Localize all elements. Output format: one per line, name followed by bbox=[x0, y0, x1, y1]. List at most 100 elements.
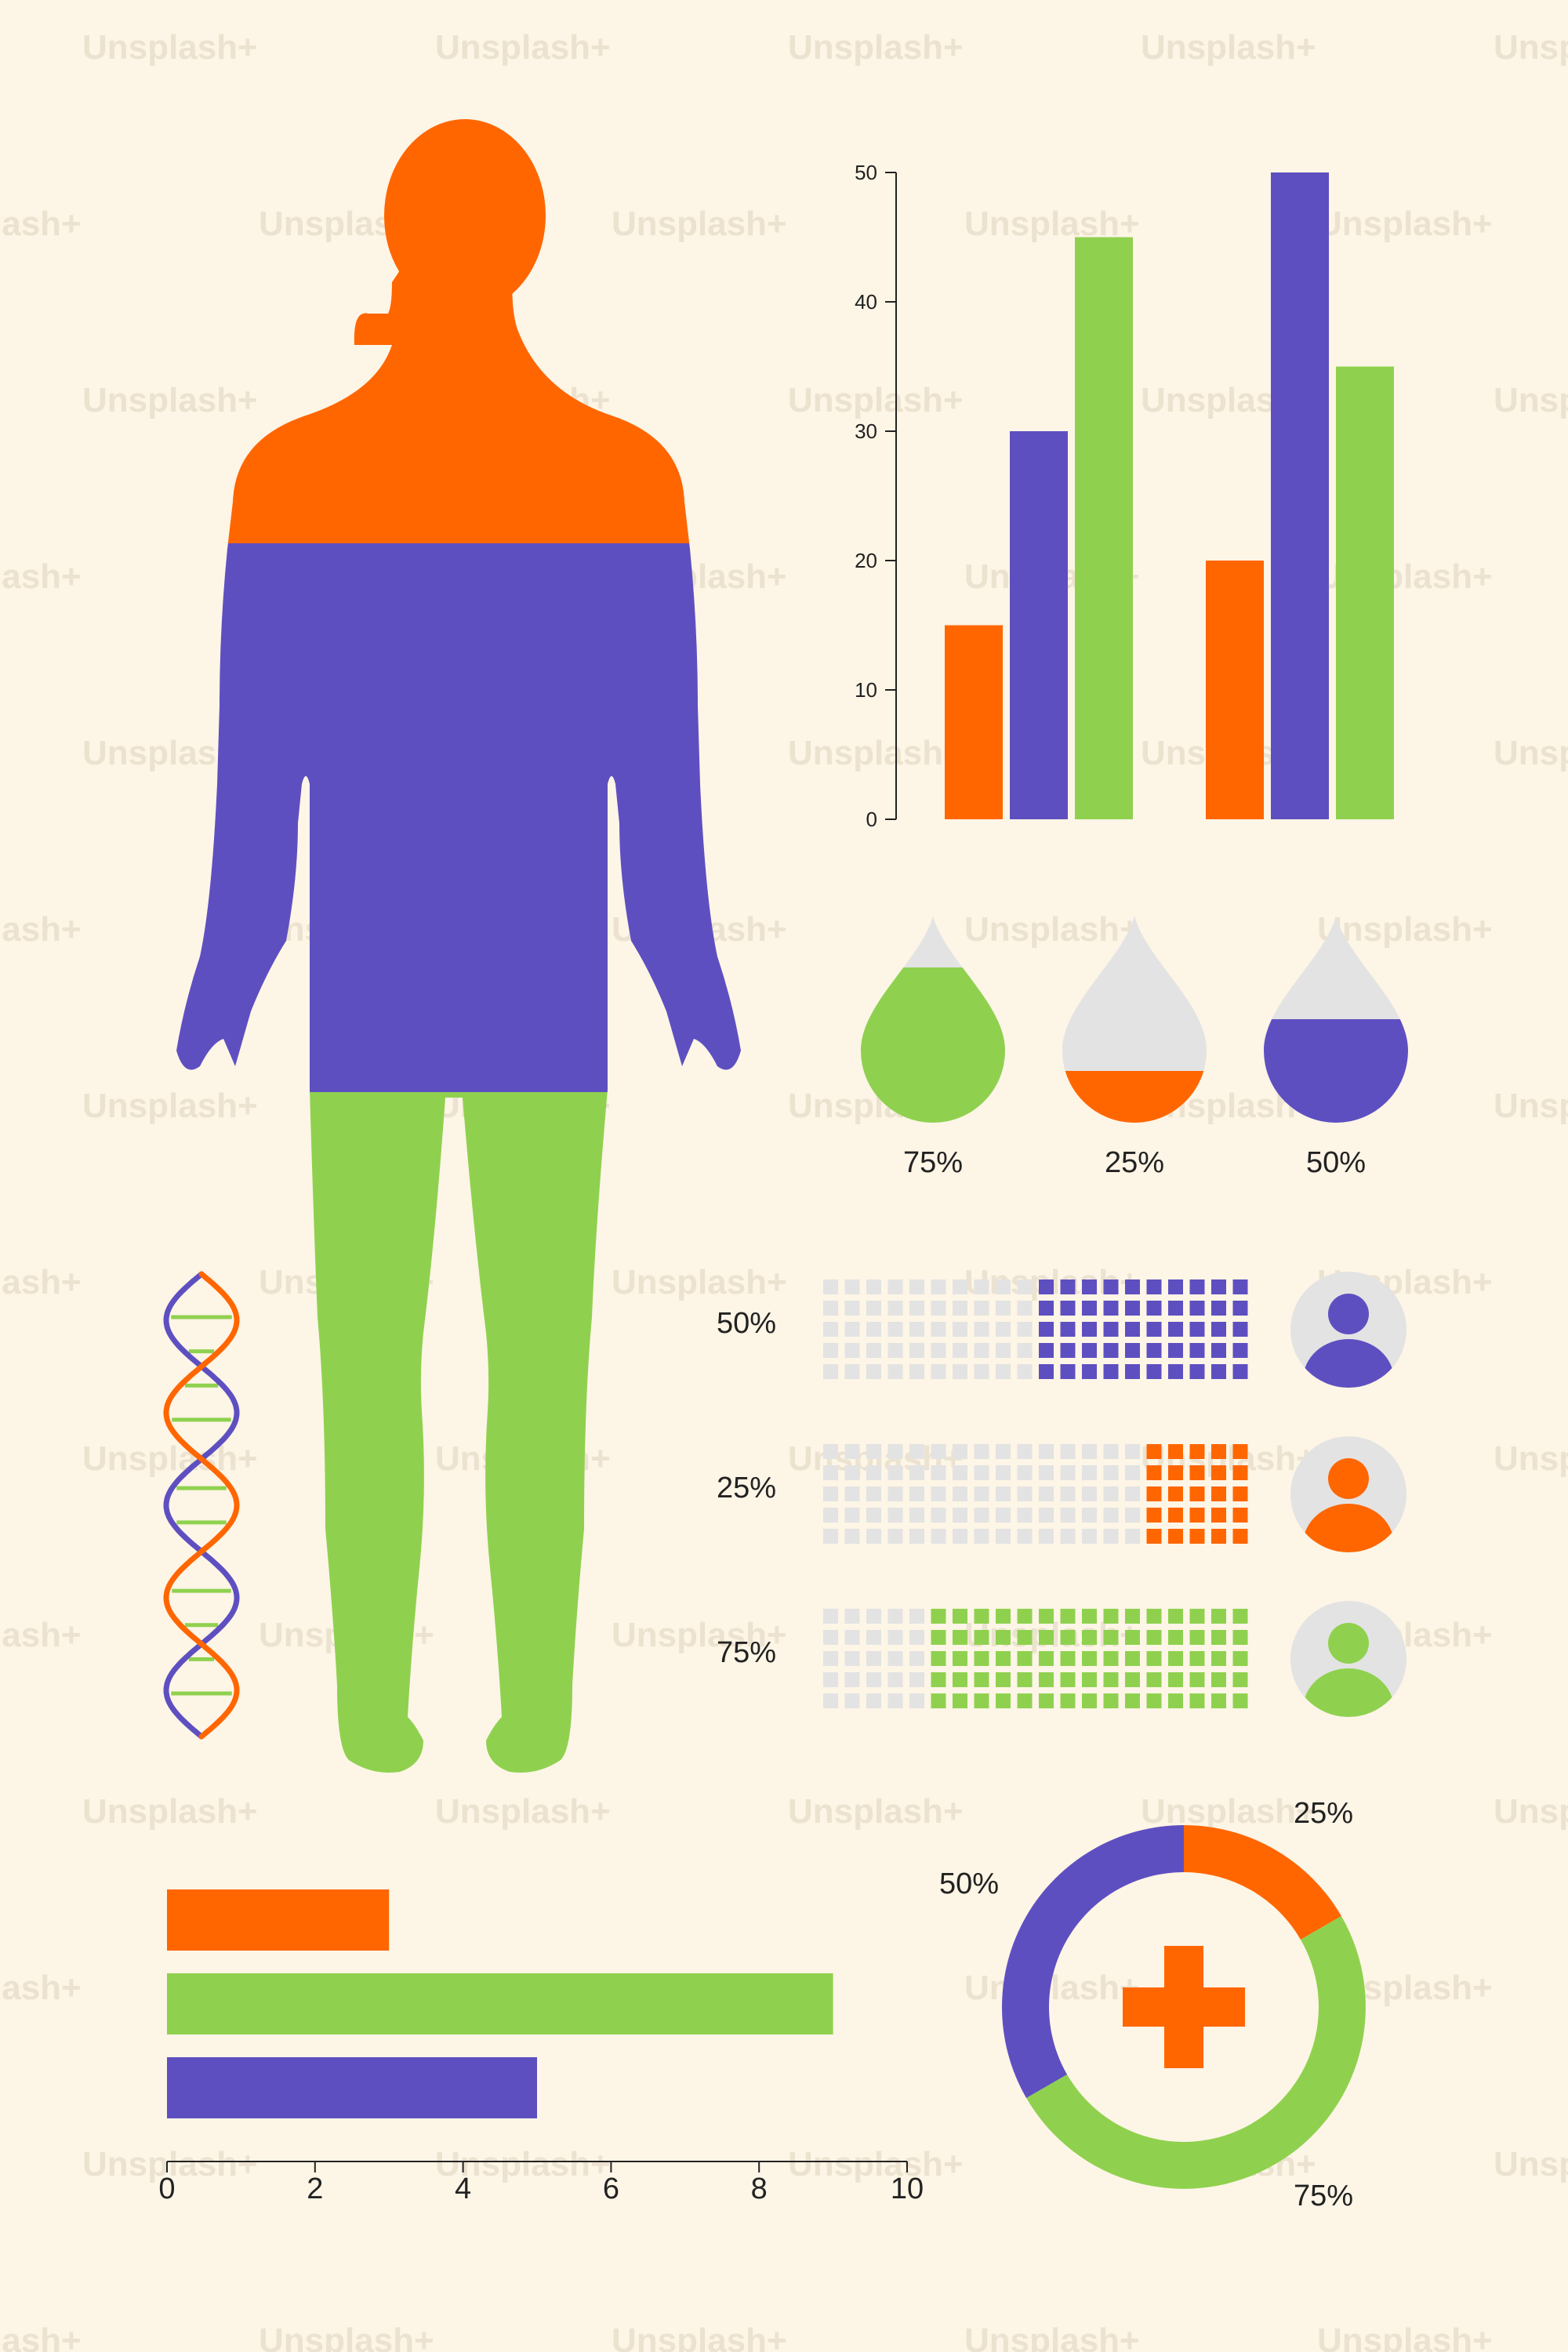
waffle-cell bbox=[1060, 1486, 1076, 1501]
watermark-text: Unsplash+ bbox=[964, 2321, 1140, 2352]
waffle-cell bbox=[996, 1672, 1011, 1687]
waffle-cell bbox=[887, 1529, 903, 1544]
dna-strand bbox=[163, 1271, 240, 1740]
waffle-cell bbox=[1146, 1508, 1162, 1523]
waffle-cell bbox=[844, 1279, 860, 1294]
waffle-cell bbox=[1125, 1279, 1140, 1294]
waffle-cell bbox=[1103, 1486, 1119, 1501]
waffle-cell bbox=[1211, 1444, 1226, 1459]
watermark-text: Unsplash+ bbox=[0, 2321, 82, 2352]
waffle-cell bbox=[1060, 1465, 1076, 1480]
waffle-cell bbox=[1039, 1279, 1054, 1294]
x-tick-label: 8 bbox=[751, 2172, 768, 2205]
drop-percent-label: 75% bbox=[903, 1146, 963, 1179]
waffle-cell bbox=[1168, 1609, 1183, 1624]
waffle-cell bbox=[887, 1322, 903, 1337]
hbar-2 bbox=[167, 1973, 833, 2034]
waffle-cell bbox=[953, 1672, 967, 1687]
waffle-cell bbox=[1125, 1651, 1140, 1666]
waffle-cell bbox=[1060, 1364, 1076, 1379]
waffle-cell bbox=[1125, 1508, 1140, 1523]
waffle-cell bbox=[1060, 1301, 1076, 1316]
waffle-cell bbox=[1039, 1609, 1054, 1624]
waffle-cell bbox=[866, 1651, 881, 1666]
waffle-cell bbox=[974, 1343, 989, 1358]
watermark-text: Unsplash+ bbox=[82, 28, 258, 67]
waffle-cell bbox=[996, 1279, 1011, 1294]
watermark-text: Unsplash+ bbox=[435, 2145, 611, 2183]
watermark-text: Unsplash+ bbox=[964, 910, 1140, 949]
waffle-cell bbox=[1146, 1444, 1162, 1459]
waffle-cell bbox=[1189, 1486, 1205, 1501]
vertical-bar-chart: 0 10 20 30 40 50 bbox=[855, 161, 1394, 831]
waffle-cell bbox=[996, 1343, 1011, 1358]
waffle-cell bbox=[931, 1444, 946, 1459]
waffle-cell bbox=[1082, 1301, 1097, 1316]
watermark-text: Unsplash+ bbox=[0, 205, 82, 243]
waffle-cell bbox=[1211, 1630, 1226, 1645]
donut-slice bbox=[1184, 1825, 1341, 1940]
waffle-cell bbox=[953, 1529, 967, 1544]
waffle-cell bbox=[1232, 1693, 1248, 1708]
waffle-cell bbox=[887, 1651, 903, 1666]
waffle-cell bbox=[1082, 1444, 1097, 1459]
waffle-cell bbox=[996, 1486, 1011, 1501]
waffle-cell bbox=[931, 1630, 946, 1645]
waffle-cell bbox=[1168, 1465, 1183, 1480]
waffle-cell bbox=[1103, 1279, 1119, 1294]
waffle-cell bbox=[1232, 1609, 1248, 1624]
donut-slice bbox=[1026, 1916, 1366, 2189]
waffle-cell bbox=[844, 1672, 860, 1687]
waffle-cell bbox=[1146, 1301, 1162, 1316]
waffle-cell bbox=[1103, 1529, 1119, 1544]
waffle-cell bbox=[1168, 1279, 1183, 1294]
waffle-cell bbox=[866, 1322, 881, 1337]
waffle-cell bbox=[1146, 1672, 1162, 1687]
waffle-cell bbox=[844, 1508, 860, 1523]
waffle-cell bbox=[1232, 1529, 1248, 1544]
waffle-cell bbox=[931, 1672, 946, 1687]
waffle-cell bbox=[953, 1279, 967, 1294]
waffle-cell bbox=[866, 1301, 881, 1316]
waffle-cell bbox=[1168, 1343, 1183, 1358]
y-tick-label: 50 bbox=[855, 161, 877, 184]
waffle-cell bbox=[1211, 1301, 1226, 1316]
waffle-cell bbox=[1103, 1672, 1119, 1687]
waffle-cell bbox=[1168, 1529, 1183, 1544]
waffle-cell bbox=[1189, 1465, 1205, 1480]
waffle-cell bbox=[887, 1279, 903, 1294]
waffle-cell bbox=[931, 1609, 946, 1624]
watermark-text: Unsplash+ bbox=[0, 1263, 82, 1301]
waffle-cell bbox=[953, 1486, 967, 1501]
watermark-text: Unsplash+ bbox=[1141, 1792, 1316, 1831]
waffle-cell bbox=[1211, 1508, 1226, 1523]
watermark-text: Unsplash+ bbox=[788, 1792, 964, 1831]
waffle-cell bbox=[1146, 1693, 1162, 1708]
waffle-cell bbox=[1189, 1279, 1205, 1294]
waffle-cell bbox=[1082, 1651, 1097, 1666]
waffle-cell bbox=[953, 1364, 967, 1379]
waffle-cell bbox=[823, 1486, 838, 1501]
waffle-cell bbox=[931, 1301, 946, 1316]
waffle-cell bbox=[844, 1651, 860, 1666]
y-tick-label: 20 bbox=[855, 549, 877, 572]
waffle-cell bbox=[1017, 1630, 1033, 1645]
waffle-cell bbox=[1232, 1630, 1248, 1645]
donut-slice bbox=[1002, 1825, 1184, 2098]
waffle-cell bbox=[931, 1693, 946, 1708]
person-icon bbox=[1290, 1601, 1406, 1717]
waffle-cell bbox=[931, 1508, 946, 1523]
x-tick-label: 0 bbox=[158, 2172, 175, 2205]
waffle-cell bbox=[931, 1322, 946, 1337]
drop-percent-label: 50% bbox=[1306, 1146, 1366, 1179]
waffle-cell bbox=[1060, 1444, 1076, 1459]
waffle-cell bbox=[1146, 1651, 1162, 1666]
waffle-cell bbox=[974, 1693, 989, 1708]
waffle-cell bbox=[1168, 1322, 1183, 1337]
waffle-cell bbox=[1039, 1364, 1054, 1379]
waffle-cell bbox=[1082, 1672, 1097, 1687]
waffle-row: 75% bbox=[717, 1601, 1406, 1717]
waffle-cell bbox=[1039, 1486, 1054, 1501]
waffle-cell bbox=[887, 1465, 903, 1480]
